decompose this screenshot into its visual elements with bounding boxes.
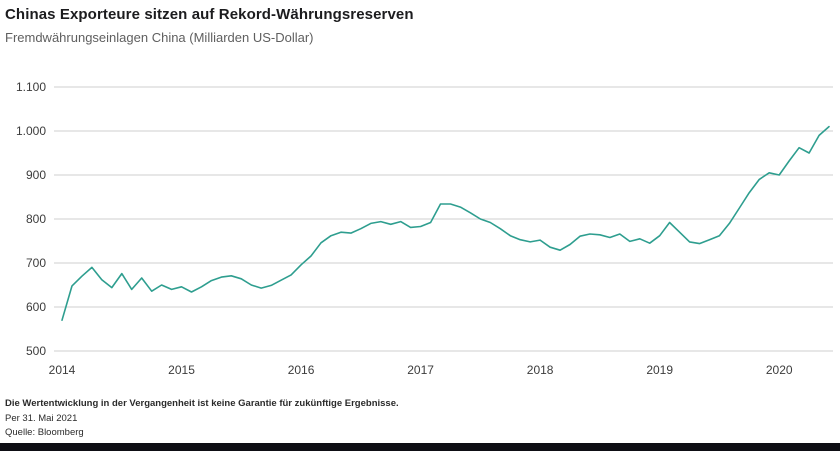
svg-text:600: 600	[26, 300, 46, 314]
svg-text:700: 700	[26, 256, 46, 270]
svg-text:1.100: 1.100	[16, 80, 46, 94]
as-of-date: Per 31. Mai 2021	[5, 412, 78, 424]
svg-text:2020: 2020	[766, 363, 793, 377]
svg-text:2017: 2017	[407, 363, 434, 377]
chart-subtitle: Fremdwährungseinlagen China (Milliarden …	[5, 30, 314, 45]
source-text: Quelle: Bloomberg	[5, 427, 84, 438]
svg-text:900: 900	[26, 168, 46, 182]
svg-text:2014: 2014	[49, 363, 76, 377]
svg-text:500: 500	[26, 344, 46, 358]
bottom-bar	[0, 443, 840, 451]
svg-text:2019: 2019	[646, 363, 673, 377]
svg-text:1.000: 1.000	[16, 124, 46, 138]
chart-footer: Die Wertentwicklung in der Vergangenheit…	[5, 397, 399, 441]
svg-text:2015: 2015	[168, 363, 195, 377]
svg-text:2018: 2018	[527, 363, 554, 377]
disclaimer-text: Die Wertentwicklung in der Vergangenheit…	[5, 398, 399, 409]
svg-text:800: 800	[26, 212, 46, 226]
svg-text:2016: 2016	[288, 363, 315, 377]
chart-title: Chinas Exporteure sitzen auf Rekord-Währ…	[5, 6, 414, 23]
